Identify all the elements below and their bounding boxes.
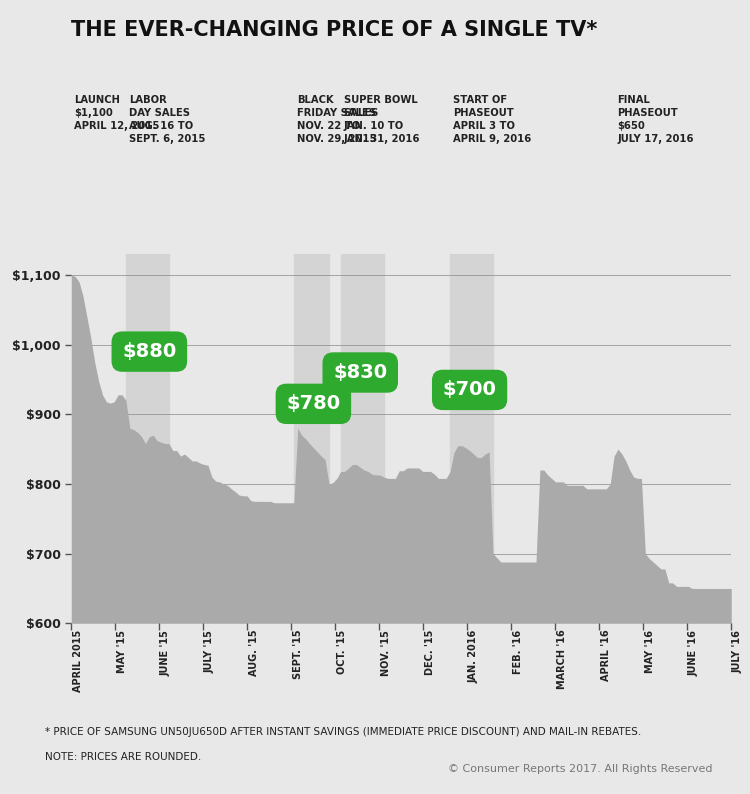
Text: THE EVER-CHANGING PRICE OF A SINGLE TV*: THE EVER-CHANGING PRICE OF A SINGLE TV* <box>71 20 598 40</box>
Text: $700: $700 <box>442 380 497 399</box>
Text: JULY '16: JULY '16 <box>733 630 742 673</box>
Text: JUNE '16: JUNE '16 <box>688 630 699 676</box>
Text: $780: $780 <box>286 395 340 414</box>
Text: SEPT. '15: SEPT. '15 <box>292 630 303 680</box>
Text: MAY '16: MAY '16 <box>645 630 655 673</box>
Text: © Consumer Reports 2017. All Rights Reserved: © Consumer Reports 2017. All Rights Rese… <box>448 764 712 774</box>
Text: MARCH '16: MARCH '16 <box>556 630 567 689</box>
Text: JUNE '15: JUNE '15 <box>160 630 171 676</box>
Text: APRIL '16: APRIL '16 <box>601 630 610 681</box>
Text: NOTE: PRICES ARE ROUNDED.: NOTE: PRICES ARE ROUNDED. <box>45 752 201 762</box>
Text: JAN. 2016: JAN. 2016 <box>469 630 478 683</box>
Text: FEB. '16: FEB. '16 <box>513 630 523 674</box>
Text: LAUNCH
$1,100
APRIL 12, 2015: LAUNCH $1,100 APRIL 12, 2015 <box>74 95 160 131</box>
Text: START OF
PHASEOUT
APRIL 3 TO
APRIL 9, 2016: START OF PHASEOUT APRIL 3 TO APRIL 9, 20… <box>453 95 531 144</box>
Bar <box>294 254 329 623</box>
Bar <box>450 254 493 623</box>
Text: SUPER BOWL
SALES
JAN. 10 TO
JAN. 31, 2016: SUPER BOWL SALES JAN. 10 TO JAN. 31, 201… <box>344 95 420 144</box>
Text: LABOR
DAY SALES
AUG. 16 TO
SEPT. 6, 2015: LABOR DAY SALES AUG. 16 TO SEPT. 6, 2015 <box>129 95 206 144</box>
Text: DEC. '15: DEC. '15 <box>424 630 435 675</box>
Text: FINAL
PHASEOUT
$650
JULY 17, 2016: FINAL PHASEOUT $650 JULY 17, 2016 <box>617 95 694 144</box>
Bar <box>340 254 384 623</box>
Text: MAY '15: MAY '15 <box>117 630 127 673</box>
Text: * PRICE OF SAMSUNG UN50JU650D AFTER INSTANT SAVINGS (IMMEDIATE PRICE DISCOUNT) A: * PRICE OF SAMSUNG UN50JU650D AFTER INST… <box>45 727 641 737</box>
Text: BLACK
FRIDAY SALES
NOV. 22 TO
NOV. 29, 2015: BLACK FRIDAY SALES NOV. 22 TO NOV. 29, 2… <box>297 95 376 144</box>
Text: JULY '15: JULY '15 <box>205 630 214 673</box>
Text: $880: $880 <box>122 342 176 361</box>
Text: APRIL 2015: APRIL 2015 <box>73 630 82 692</box>
Text: AUG. '15: AUG. '15 <box>249 630 259 676</box>
Bar <box>126 254 169 623</box>
Text: $830: $830 <box>333 363 387 382</box>
Text: OCT. '15: OCT. '15 <box>337 630 346 674</box>
Text: NOV. '15: NOV. '15 <box>381 630 391 676</box>
